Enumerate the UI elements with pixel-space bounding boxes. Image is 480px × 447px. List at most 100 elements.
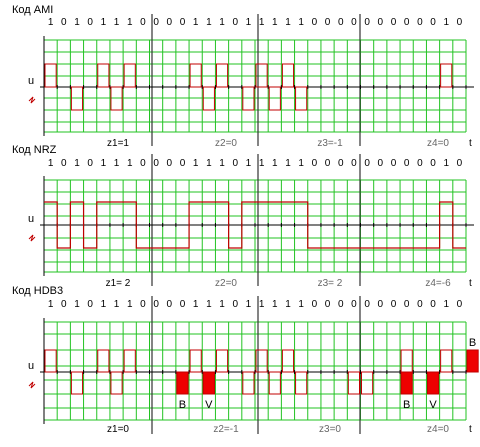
- bit-label: 0: [325, 17, 331, 28]
- bit-label: 0: [364, 17, 370, 28]
- bit-label: 0: [167, 17, 173, 28]
- group-sum-label: z1=1: [107, 138, 129, 149]
- bit-label: 1: [259, 299, 265, 310]
- bit-label: 0: [338, 158, 344, 169]
- bit-label: 1: [74, 299, 80, 310]
- bit-label: 0: [351, 299, 357, 310]
- bit-label: 0: [312, 17, 318, 28]
- bit-label: 1: [272, 17, 278, 28]
- bit-label: 0: [378, 299, 384, 310]
- bit-label: 0: [430, 17, 436, 28]
- bit-label: 1: [74, 158, 80, 169]
- bit-label: 0: [140, 299, 146, 310]
- signal-pulse: [361, 371, 374, 395]
- bit-label: 1: [206, 158, 212, 169]
- signal-pulse: [202, 86, 215, 111]
- violation-label: V: [429, 399, 437, 411]
- bit-label: 1: [101, 17, 107, 28]
- signal-pulse: [215, 349, 229, 373]
- bit-label: 0: [153, 299, 159, 310]
- bit-label: 1: [114, 158, 120, 169]
- group-sum-label: z1= 2: [106, 278, 131, 289]
- signal-pulse: [123, 349, 136, 373]
- bit-label: 0: [153, 158, 159, 169]
- signal-pulse: [189, 349, 202, 373]
- signal-pulse: [110, 371, 123, 395]
- panel-ami-plot: ut1 0 1 0 1 1 1 0 0 0 0 1 1 1 0 1 1 1 1 1 0 0 0 0 0 0 0 0 0 0 1 0z1=1 z2…: [28, 14, 474, 149]
- group-sum-label: z2=0: [215, 278, 237, 289]
- bit-label: 1: [443, 299, 449, 310]
- time-axis-label: t: [469, 278, 472, 289]
- bit-label: 1: [246, 299, 252, 310]
- panel-title-ami: Код AMI: [12, 4, 53, 16]
- group-sum-label: z4=-6: [425, 278, 451, 289]
- bit-label: 1: [48, 158, 54, 169]
- panel-hdb3-plot: ut10101110000111011111000000000010BVBVBV…: [28, 296, 479, 435]
- group-sum-label: z4=0: [427, 424, 449, 435]
- panel-ami: Код AMI ut1 0 1 0 1 1 1 0 0 0 0 1 1 1 0 1 1 1 1 1 0 0 0 0 0 0 0 0 0 0…: [12, 4, 474, 149]
- bit-label: 1: [101, 158, 107, 169]
- bit-label: 1: [285, 299, 291, 310]
- bit-label: 1: [127, 299, 133, 310]
- signal-pulse: [268, 371, 281, 395]
- bit-label: 0: [167, 299, 173, 310]
- signal-pulse: [281, 349, 295, 373]
- bit-label: 1: [298, 17, 304, 28]
- group-sum-label: z3= 2: [318, 278, 343, 289]
- group-sum-label: z2=0: [215, 138, 237, 149]
- bit-label: 0: [325, 158, 331, 169]
- bit-label: 1: [285, 17, 291, 28]
- signal-pulse: [347, 371, 360, 395]
- bit-label: 0: [457, 299, 463, 310]
- bit-label: 0: [61, 17, 67, 28]
- bit-label: 0: [180, 158, 186, 169]
- group-sum-label: z3=0: [319, 424, 341, 435]
- bit-label: 1: [272, 299, 278, 310]
- signal-pulse: [242, 86, 255, 111]
- bit-label: 1: [101, 299, 107, 310]
- bit-label: 1: [206, 299, 212, 310]
- bit-label: 0: [312, 158, 318, 169]
- bit-label: 0: [417, 17, 423, 28]
- bit-label: 1: [48, 17, 54, 28]
- bit-label: 1: [298, 158, 304, 169]
- bit-label: 1: [219, 158, 225, 169]
- bit-label: 1: [285, 158, 291, 169]
- violation-pulse: [426, 371, 440, 395]
- bit-label: 0: [87, 158, 93, 169]
- group-sum-label: z3=-1: [317, 138, 343, 149]
- bit-label: 1: [193, 17, 199, 28]
- signal-pulse: [44, 349, 57, 373]
- bit-label: 0: [180, 299, 186, 310]
- violation-pulse: [176, 371, 189, 395]
- panel-title-nrz: Код NRZ: [12, 144, 57, 156]
- violation-pulse: [202, 371, 215, 395]
- bit-label: 0: [61, 299, 67, 310]
- violation-label: B: [179, 399, 186, 411]
- bit-label: 1: [259, 17, 265, 28]
- bit-label: 0: [404, 299, 410, 310]
- bit-label: 0: [338, 299, 344, 310]
- signal-pulse: [268, 86, 281, 111]
- violation-pulse: [400, 371, 413, 395]
- bit-label: 0: [87, 17, 93, 28]
- bit-label: 0: [404, 158, 410, 169]
- signal-pulse: [70, 86, 84, 111]
- signal-pulse: [215, 63, 229, 88]
- bit-label: 0: [364, 158, 370, 169]
- lightning-mark: [28, 96, 36, 104]
- group-sum-label: z2=-1: [213, 424, 239, 435]
- signal-pulse: [110, 86, 123, 111]
- bit-label: 0: [140, 158, 146, 169]
- y-axis-label: u: [28, 360, 34, 372]
- bit-label: 1: [219, 299, 225, 310]
- bit-label: 0: [87, 299, 93, 310]
- bit-label: 1: [443, 158, 449, 169]
- bit-label: 1: [443, 17, 449, 28]
- bit-label: 0: [325, 299, 331, 310]
- signal-pulse: [440, 349, 453, 373]
- bit-label: 0: [351, 158, 357, 169]
- signal-pulse: [123, 63, 136, 88]
